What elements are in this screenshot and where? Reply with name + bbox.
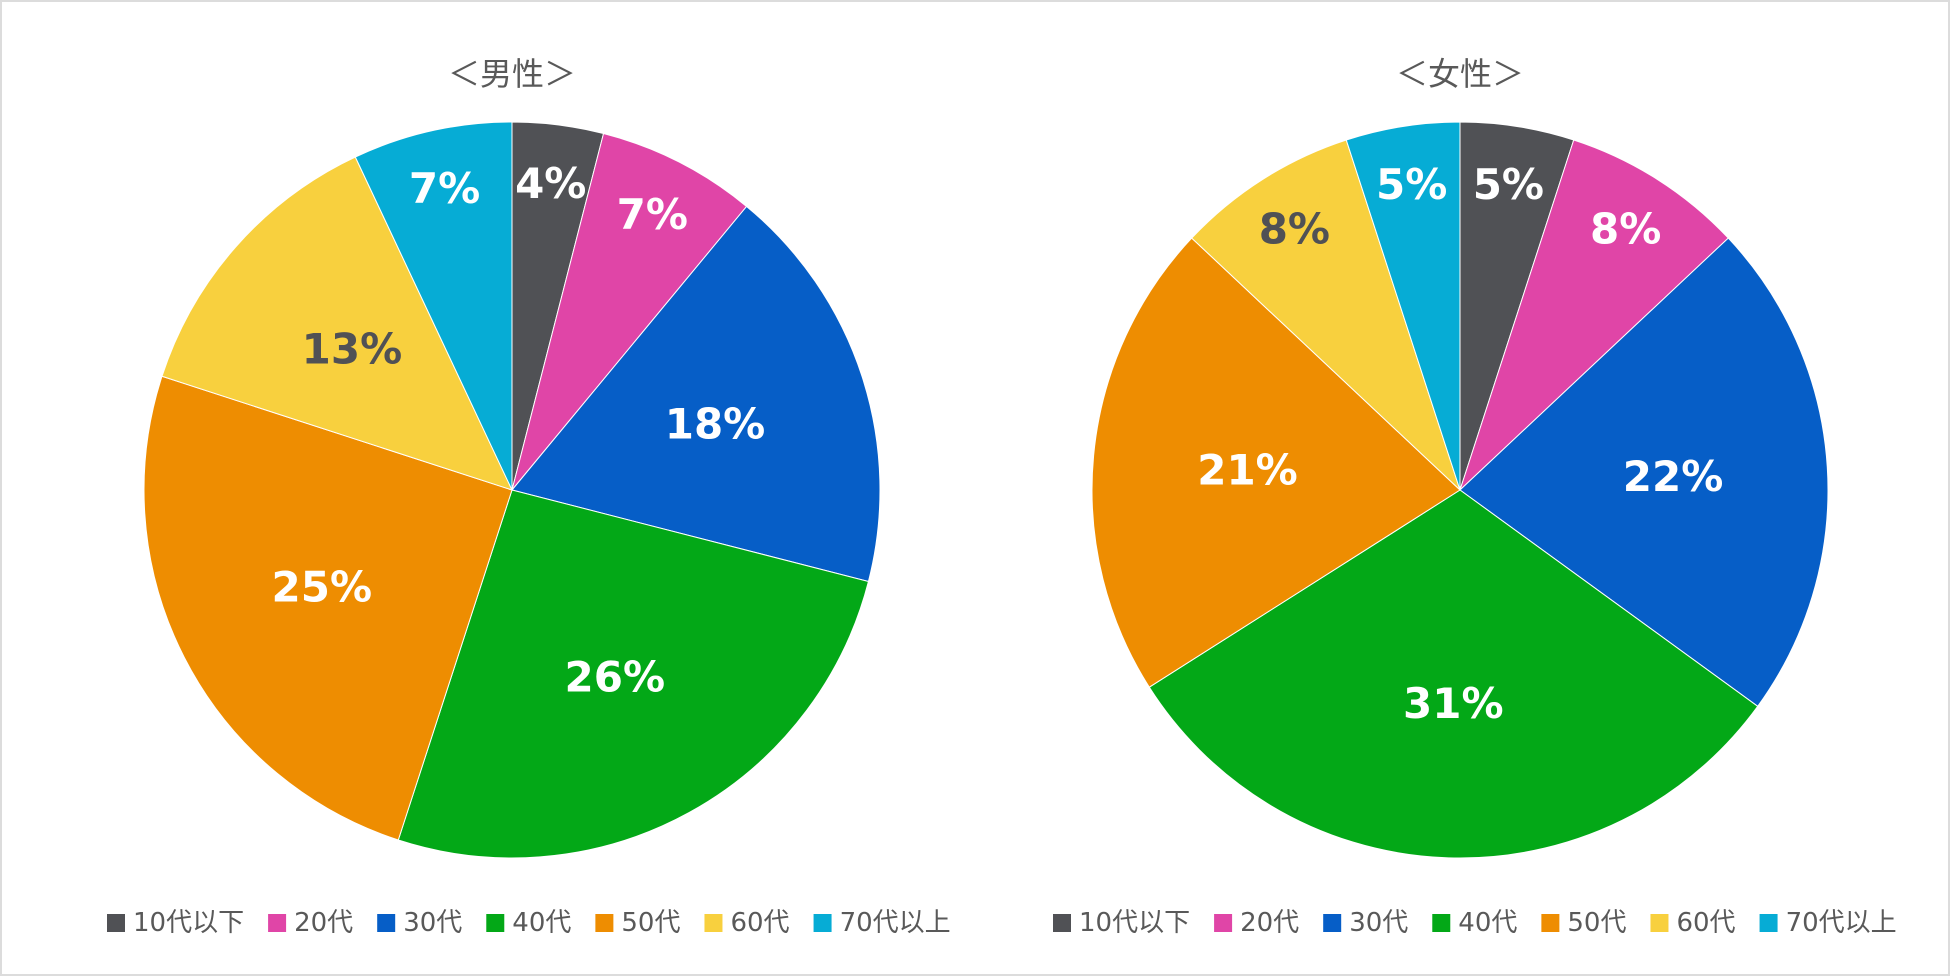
- slice-label: 4%: [515, 159, 586, 208]
- legend-label: 70代以上: [1786, 908, 1897, 938]
- legend-male: 10代以下 20代 30代 40代 50代 60代 70代以上: [107, 908, 951, 938]
- pie-slice-5: [143, 375, 513, 841]
- legend-label: 20代: [294, 908, 353, 938]
- slice-label: 13%: [302, 324, 403, 373]
- slice-label: 25%: [272, 562, 373, 611]
- slice-label-group: 4% 7% 18% 26% 25% 13% 7%: [272, 159, 766, 702]
- legend-swatch: [1759, 914, 1778, 932]
- legend-label: 60代: [1676, 908, 1735, 938]
- legend-swatch: [1432, 914, 1451, 932]
- pie-slice-3: [511, 205, 881, 583]
- legend-label: 50代: [1567, 908, 1626, 938]
- slice-label: 8%: [1590, 205, 1661, 254]
- legend-label: 70代以上: [840, 908, 951, 938]
- pie-slice-7: [1345, 121, 1461, 491]
- legend-swatch: [1214, 914, 1233, 932]
- pie-chart-male: ＜男性＞ 4% 7% 18% 26% 25% 13% 7% 10代以下 20代 30代 40代 50…: [107, 55, 951, 938]
- slice-label: 21%: [1197, 445, 1298, 494]
- legend-label: 30代: [403, 908, 462, 938]
- legend-label: 30代: [1349, 908, 1408, 938]
- pie-slice-6: [1191, 139, 1461, 491]
- slice-label: 26%: [565, 653, 666, 702]
- legend-female: 10代以下 20代 30代 40代 50代 60代 70代以上: [1053, 908, 1897, 938]
- slice-label: 31%: [1403, 679, 1504, 728]
- slice-label: 7%: [409, 164, 480, 213]
- legend-swatch: [107, 914, 125, 932]
- legend-swatch: [704, 914, 723, 932]
- legend-swatch: [1650, 914, 1669, 932]
- slice-label-group: 5% 8% 22% 31% 21% 8% 5%: [1197, 160, 1723, 728]
- slice-group: [143, 121, 881, 859]
- legend-swatch: [1323, 914, 1342, 932]
- legend-label: 40代: [1458, 908, 1517, 938]
- slice-label: 18%: [665, 400, 766, 449]
- pie-slice-2: [1459, 139, 1729, 491]
- pie-slice-7: [354, 121, 513, 491]
- pie-chart-female: ＜女性＞ 5% 8% 22% 31% 21% 8% 5% 10代以下 20代 30代 40代 50代…: [1053, 55, 1897, 938]
- pie-slice-6: [161, 156, 513, 491]
- legend-label: 40代: [512, 908, 571, 938]
- chart-title-female: ＜女性＞: [1396, 55, 1524, 93]
- slice-group: [1091, 121, 1829, 859]
- legend-swatch: [813, 914, 832, 932]
- legend-label: 50代: [621, 908, 680, 938]
- pie-slice-5: [1091, 237, 1461, 688]
- legend-label: 10代以下: [1079, 908, 1190, 938]
- legend-label: 60代: [730, 908, 789, 938]
- pie-slice-3: [1459, 237, 1829, 708]
- legend-swatch: [377, 914, 396, 932]
- legend-swatch: [1541, 914, 1560, 932]
- slice-label: 5%: [1376, 160, 1447, 209]
- legend-label: 20代: [1240, 908, 1299, 938]
- pie-slice-2: [511, 132, 748, 491]
- pie-slice-4: [397, 489, 870, 859]
- slice-label: 8%: [1259, 205, 1330, 254]
- legend-label: 10代以下: [133, 908, 244, 938]
- legend-swatch: [268, 914, 287, 932]
- legend-swatch: [595, 914, 614, 932]
- slice-label: 7%: [617, 190, 688, 239]
- pie-slice-4: [1148, 489, 1759, 859]
- slice-label: 5%: [1473, 160, 1544, 209]
- chart-title-male: ＜男性＞: [448, 55, 576, 93]
- legend-swatch: [1053, 914, 1071, 932]
- legend-swatch: [486, 914, 505, 932]
- slice-label: 22%: [1623, 452, 1724, 501]
